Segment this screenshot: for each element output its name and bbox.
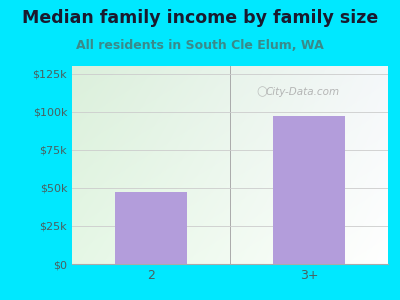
Text: All residents in South Cle Elum, WA: All residents in South Cle Elum, WA — [76, 39, 324, 52]
Bar — [274, 116, 344, 264]
Text: Median family income by family size: Median family income by family size — [22, 9, 378, 27]
Bar — [116, 192, 186, 264]
Text: City-Data.com: City-Data.com — [266, 87, 340, 97]
Text: ○: ○ — [256, 85, 267, 98]
